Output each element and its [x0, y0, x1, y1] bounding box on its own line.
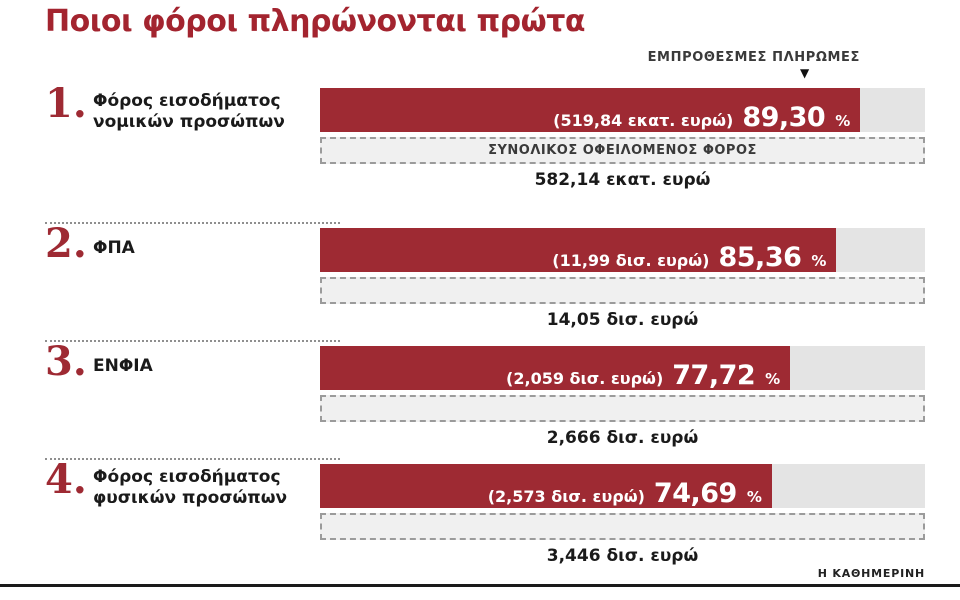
row-separator: [45, 222, 340, 224]
page-title: Ποιοι φόροι πληρώνονται πρώτα: [45, 4, 585, 39]
bar-track: (2,059 δισ. ευρώ) 77,72 %: [320, 346, 925, 391]
bar-track: (11,99 δισ. ευρώ) 85,36 %: [320, 228, 925, 273]
paid-bar: (2,059 δισ. ευρώ) 77,72 %: [320, 346, 791, 391]
rank-number: 4.: [45, 456, 87, 503]
total-amount: 14,05 δισ. ευρώ: [546, 310, 699, 330]
paid-bar-text: (519,84 εκατ. ευρώ) 89,30 %: [553, 102, 850, 133]
rows: 1. Φόρος εισοδήματος νομικών προσώπων (5…: [0, 82, 960, 576]
bar-group: (11,99 δισ. ευρώ) 85,36 % 14,05 δισ. ευρ…: [320, 228, 925, 330]
rank-number: 2.: [45, 220, 87, 267]
row-separator: [45, 340, 340, 342]
bar-group: (2,573 δισ. ευρώ) 74,69 % 3,446 δισ. ευρ…: [320, 464, 925, 566]
total-owed-bar: [320, 513, 925, 540]
paid-percent: 77,72: [672, 360, 756, 391]
paid-amount: (519,84 εκατ. ευρώ): [553, 111, 734, 130]
percent-sign: %: [765, 370, 781, 388]
total-amount: 2,666 δισ. ευρώ: [546, 428, 699, 448]
paid-bar-text: (11,99 δισ. ευρώ) 85,36 %: [552, 242, 826, 273]
percent-sign: %: [746, 488, 762, 506]
tax-row: 2. ΦΠΑ (11,99 δισ. ευρώ) 85,36 % 14,05 δ…: [0, 222, 960, 340]
bar-group: (519,84 εκατ. ευρώ) 89,30 % ΣΥΝΟΛΙΚΟΣ ΟΦ…: [320, 88, 925, 190]
paid-percent: 74,69: [653, 478, 737, 509]
total-amount: 582,14 εκατ. ευρώ: [534, 170, 711, 190]
tax-label: ΦΠΑ: [93, 238, 135, 258]
total-owed-bar: [320, 277, 925, 304]
paid-bar-text: (2,059 δισ. ευρώ) 77,72 %: [506, 360, 780, 391]
bar-group: (2,059 δισ. ευρώ) 77,72 % 2,666 δισ. ευρ…: [320, 346, 925, 448]
tax-label: Φόρος εισοδήματος φυσικών προσώπων: [93, 467, 288, 509]
total-owed-bar: [320, 395, 925, 422]
paid-percent: 85,36: [718, 242, 802, 273]
tax-row: 1. Φόρος εισοδήματος νομικών προσώπων (5…: [0, 82, 960, 222]
rank-number: 1.: [45, 80, 87, 127]
paid-amount: (11,99 δισ. ευρώ): [552, 251, 710, 270]
bar-track: (2,573 δισ. ευρώ) 74,69 %: [320, 464, 925, 509]
total-owed-bar: ΣΥΝΟΛΙΚΟΣ ΟΦΕΙΛΟΜΕΝΟΣ ΦΟΡΟΣ: [320, 137, 925, 164]
arrow-down-icon: ▼: [800, 66, 810, 80]
paid-amount: (2,059 δισ. ευρώ): [506, 369, 664, 388]
row-separator: [45, 458, 340, 460]
footer-rule: [0, 584, 960, 587]
total-amount: 3,446 δισ. ευρώ: [546, 546, 699, 566]
timely-payments-label: ΕΜΠΡΟΘΕΣΜΕΣ ΠΛΗΡΩΜΕΣ: [647, 50, 860, 65]
paid-bar: (2,573 δισ. ευρώ) 74,69 %: [320, 464, 772, 509]
paid-bar: (519,84 εκατ. ευρώ) 89,30 %: [320, 88, 861, 133]
percent-sign: %: [835, 112, 851, 130]
tax-row: 3. ΕΝΦΙΑ (2,059 δισ. ευρώ) 77,72 % 2,666…: [0, 340, 960, 458]
paid-bar-text: (2,573 δισ. ευρώ) 74,69 %: [488, 478, 762, 509]
tax-label: Φόρος εισοδήματος νομικών προσώπων: [93, 91, 285, 133]
total-owed-caption: ΣΥΝΟΛΙΚΟΣ ΟΦΕΙΛΟΜΕΝΟΣ ΦΟΡΟΣ: [488, 143, 757, 158]
paid-percent: 89,30: [742, 102, 826, 133]
tax-row: 4. Φόρος εισοδήματος φυσικών προσώπων (2…: [0, 458, 960, 576]
paid-amount: (2,573 δισ. ευρώ): [487, 487, 645, 506]
tax-label: ΕΝΦΙΑ: [93, 356, 153, 376]
bar-track: (519,84 εκατ. ευρώ) 89,30 %: [320, 88, 925, 133]
percent-sign: %: [811, 252, 827, 270]
rank-number: 3.: [45, 338, 87, 385]
paid-bar: (11,99 δισ. ευρώ) 85,36 %: [320, 228, 837, 273]
publisher-brand: Η ΚΑΘΗΜΕΡΙΝΗ: [817, 567, 925, 580]
